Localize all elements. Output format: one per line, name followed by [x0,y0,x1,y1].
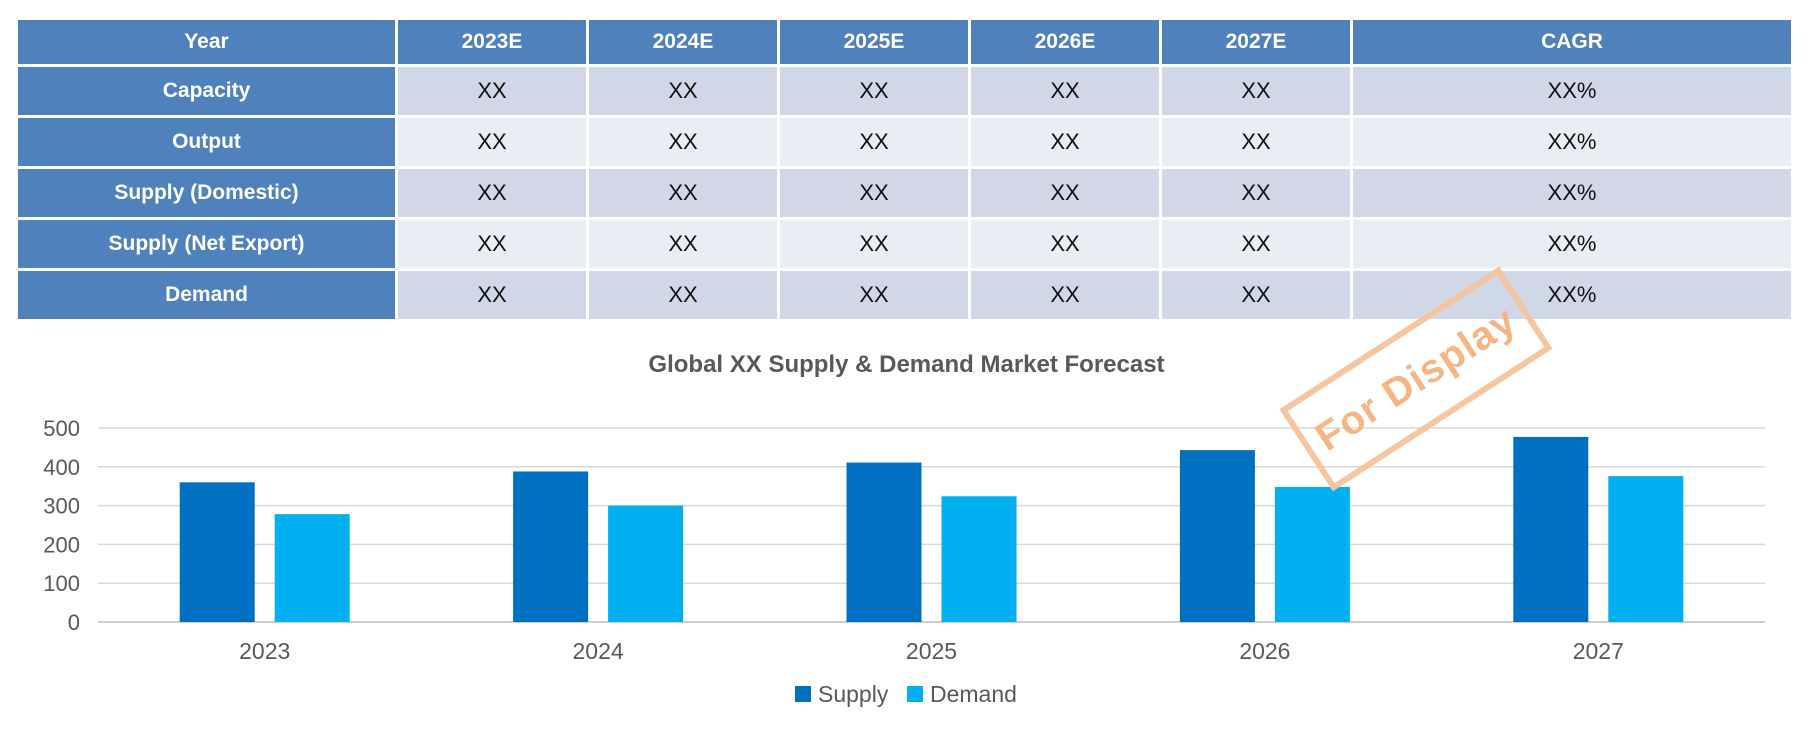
table-cell: XX [968,268,1162,322]
y-tick-label: 0 [68,610,80,635]
header-2024e: 2024E [586,17,780,67]
table-cell: XX [1159,268,1353,322]
table-cell: XX [777,166,971,220]
table-cell: XX [395,115,589,169]
row-label: Demand [15,268,398,322]
table-cell: XX [777,268,971,322]
x-tick-label: 2026 [1239,638,1290,664]
row-label: Output [15,115,398,169]
table-cell-cagr: XX% [1350,115,1794,169]
bar-demand-2025 [941,496,1017,622]
row-label: Supply (Net Export) [15,217,398,271]
table-row-supply-domestic: Supply (Domestic) XX XX XX XX XX XX% [15,166,1794,220]
table-cell-cagr: XX% [1350,166,1794,220]
table-cell: XX [777,115,971,169]
y-tick-label: 300 [43,494,80,519]
y-tick-label: 400 [43,455,80,480]
bar-supply-2026 [1179,450,1255,622]
table-cell: XX [586,115,780,169]
y-tick-label: 500 [43,416,80,441]
table-cell: XX [395,166,589,220]
table-cell: XX [968,217,1162,271]
y-tick-label: 100 [43,571,80,596]
legend-label-supply: Supply [818,681,889,707]
x-tick-label: 2025 [906,638,957,664]
y-tick-label: 200 [43,532,80,557]
table-cell: XX [777,64,971,118]
table-cell: XX [395,64,589,118]
table-cell: XX [1159,166,1353,220]
table-cell: XX [1159,217,1353,271]
bar-supply-2025 [846,462,922,622]
table-row-capacity: Capacity XX XX XX XX XX XX% [15,64,1794,118]
table-cell: XX [1159,64,1353,118]
bar-demand-2024 [608,505,684,622]
header-year: Year [15,17,398,67]
supply-demand-chart: Global XX Supply & Demand Market Forecas… [43,351,1765,707]
x-tick-label: 2023 [239,638,290,664]
bar-demand-2023 [274,514,350,622]
header-cagr: CAGR [1350,17,1794,67]
table-cell: XX [586,217,780,271]
forecast-table: Year 2023E 2024E 2025E 2026E 2027E CAGR … [15,17,1794,322]
bar-supply-2024 [513,471,589,622]
table-cell-cagr: XX% [1350,268,1794,322]
table-cell: XX [968,115,1162,169]
table-cell: XX [968,64,1162,118]
header-2027e: 2027E [1159,17,1353,67]
table-cell: XX [395,217,589,271]
bar-supply-2027 [1513,436,1589,622]
header-2026e: 2026E [968,17,1162,67]
header-2025e: 2025E [777,17,971,67]
table-cell: XX [968,166,1162,220]
table-row-demand: Demand XX XX XX XX XX XX% [15,268,1794,322]
table-header-row: Year 2023E 2024E 2025E 2026E 2027E CAGR [15,17,1794,67]
legend-label-demand: Demand [930,681,1017,707]
table-cell-cagr: XX% [1350,217,1794,271]
row-label: Supply (Domestic) [15,166,398,220]
table-cell: XX [777,217,971,271]
table-cell-cagr: XX% [1350,64,1794,118]
x-tick-label: 2024 [573,638,624,664]
x-tick-label: 2027 [1573,638,1624,664]
table-cell: XX [1159,115,1353,169]
table-row-output: Output XX XX XX XX XX XX% [15,115,1794,169]
chart-title: Global XX Supply & Demand Market Forecas… [648,351,1164,378]
table-cell: XX [586,64,780,118]
table-cell: XX [586,166,780,220]
table-cell: XX [395,268,589,322]
header-2023e: 2023E [395,17,589,67]
bar-demand-2027 [1608,476,1684,622]
table-row-supply-net-export: Supply (Net Export) XX XX XX XX XX XX% [15,217,1794,271]
bar-supply-2023 [179,482,255,622]
table-cell: XX [586,268,780,322]
legend-swatch-supply [795,686,811,702]
row-label: Capacity [15,64,398,118]
bar-demand-2026 [1274,486,1350,622]
legend-swatch-demand [907,686,923,702]
